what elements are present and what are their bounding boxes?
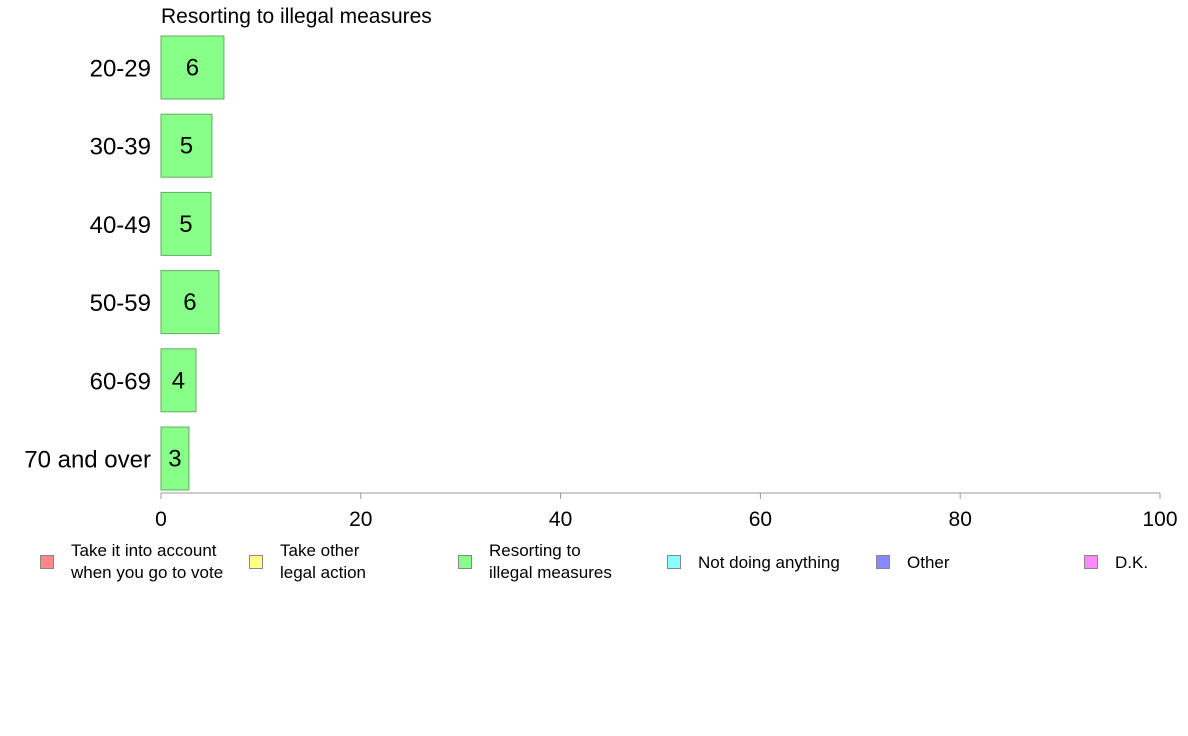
legend-swatch-vote bbox=[40, 555, 54, 569]
x-tick-label: 60 bbox=[749, 508, 772, 531]
legend-item-illegal-measures: Resorting to illegal measures bbox=[458, 540, 612, 584]
x-tick-label: 20 bbox=[349, 508, 372, 531]
legend-label-dk: D.K. bbox=[1115, 553, 1149, 572]
legend-item-dk: D.K. bbox=[1084, 540, 1148, 574]
legend-swatch-dk bbox=[1084, 555, 1098, 569]
x-tick-label: 80 bbox=[949, 508, 972, 531]
chart-title: Resorting to illegal measures bbox=[161, 5, 432, 28]
bar-value-label: 4 bbox=[172, 367, 185, 394]
category-label: 30-39 bbox=[90, 134, 151, 161]
bar bbox=[160, 113, 213, 178]
x-tick-label: 100 bbox=[1142, 508, 1177, 531]
legend-item-legal-action: Take other legal action bbox=[249, 540, 366, 584]
legend: Take it into account when you go to vote… bbox=[0, 540, 1188, 600]
legend-item-vote: Take it into account when you go to vote bbox=[40, 540, 223, 584]
bar bbox=[160, 191, 212, 256]
legend-label-legal-action: Take other legal action bbox=[280, 541, 367, 582]
category-label: 40-49 bbox=[90, 212, 151, 239]
legend-item-nothing: Not doing anything bbox=[667, 540, 840, 574]
legend-swatch-illegal-measures bbox=[458, 555, 472, 569]
category-label: 50-59 bbox=[90, 290, 151, 317]
legend-label-nothing: Not doing anything bbox=[698, 553, 840, 572]
bar-value-label: 5 bbox=[179, 211, 192, 238]
legend-label-vote: Take it into account when you go to vote bbox=[71, 541, 224, 582]
bar bbox=[160, 426, 190, 491]
legend-label-other: Other bbox=[907, 553, 950, 572]
category-label: 60-69 bbox=[90, 368, 151, 395]
bar-chart: 6 20-29 5 30-39 5 40-49 6 50-59 4 60-69 3 70 and ov… bbox=[24, 35, 1178, 531]
category-label: 20-29 bbox=[90, 56, 151, 83]
bar bbox=[160, 35, 225, 100]
bar bbox=[160, 270, 220, 335]
category-label: 70 and over bbox=[24, 447, 151, 474]
bar-value-label: 6 bbox=[186, 55, 199, 82]
x-tick-label: 0 bbox=[155, 508, 167, 531]
bar-value-label: 3 bbox=[168, 446, 181, 473]
legend-item-other: Other bbox=[876, 540, 950, 574]
legend-label-illegal-measures: Resorting to illegal measures bbox=[489, 541, 612, 582]
bar-value-label: 6 bbox=[183, 289, 196, 316]
legend-swatch-legal-action bbox=[249, 555, 263, 569]
legend-swatch-other bbox=[876, 555, 890, 569]
legend-swatch-nothing bbox=[667, 555, 681, 569]
x-tick-label: 40 bbox=[549, 508, 572, 531]
bar bbox=[160, 348, 197, 413]
bar-value-label: 5 bbox=[180, 133, 193, 160]
